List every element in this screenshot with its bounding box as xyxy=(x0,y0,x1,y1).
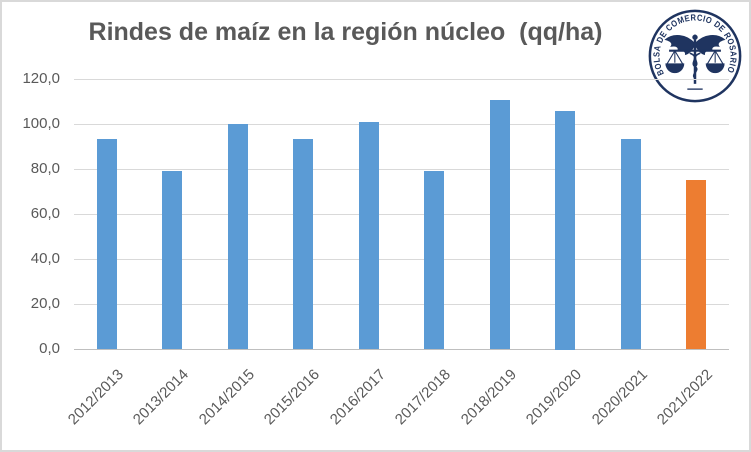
bar-2016-2017 xyxy=(359,122,379,349)
caduceus-and-scales-icon xyxy=(664,34,726,90)
x-axis-tick-label: 2019/2020 xyxy=(522,366,586,429)
x-axis-tick-label: 2017/2018 xyxy=(391,366,455,429)
y-axis-tick-label: 20,0 xyxy=(30,295,60,312)
y-axis-tick-label: 80,0 xyxy=(30,160,60,177)
bar-2017-2018 xyxy=(424,171,444,349)
bar-2013-2014 xyxy=(162,171,182,349)
y-axis-tick-label: 0,0 xyxy=(39,340,60,357)
bar-2021-2022 xyxy=(686,180,706,349)
x-axis-tick-label: 2014/2015 xyxy=(195,366,259,429)
chart-title: Rindes de maíz en la región núcleo (qq/h… xyxy=(88,18,603,46)
x-axis-tick-label: 2018/2019 xyxy=(457,366,521,429)
bcr-seal-icon: BOLSA DE COMERCIO DE ROSARIO xyxy=(648,9,742,103)
x-axis-tick-label: 2021/2022 xyxy=(653,366,717,429)
bar-2020-2021 xyxy=(621,139,641,349)
x-axis-tick-label: 2020/2021 xyxy=(588,366,652,429)
gridline xyxy=(74,259,729,260)
gridline xyxy=(74,79,729,80)
bar-2014-2015 xyxy=(228,124,248,349)
x-axis-tick-label: 2013/2014 xyxy=(129,366,193,429)
x-axis-tick-label: 2015/2016 xyxy=(260,366,324,429)
bar-2019-2020 xyxy=(555,111,575,350)
y-axis-tick-label: 120,0 xyxy=(22,70,60,87)
bar-2012-2013 xyxy=(97,139,117,349)
y-axis-tick-label: 100,0 xyxy=(22,115,60,132)
y-axis-tick-label: 40,0 xyxy=(30,250,60,267)
bar-2015-2016 xyxy=(293,139,313,349)
y-axis-tick-label: 60,0 xyxy=(30,205,60,222)
bcr-logo: BOLSA DE COMERCIO DE ROSARIO xyxy=(647,8,743,104)
bar-2018-2019 xyxy=(490,100,510,349)
x-axis-tick-label: 2012/2013 xyxy=(64,366,128,429)
gridline xyxy=(74,214,729,215)
gridline xyxy=(74,169,729,170)
gridline xyxy=(74,304,729,305)
x-axis-line xyxy=(74,349,729,350)
gridline xyxy=(74,124,729,125)
x-axis-tick-label: 2016/2017 xyxy=(326,366,390,429)
